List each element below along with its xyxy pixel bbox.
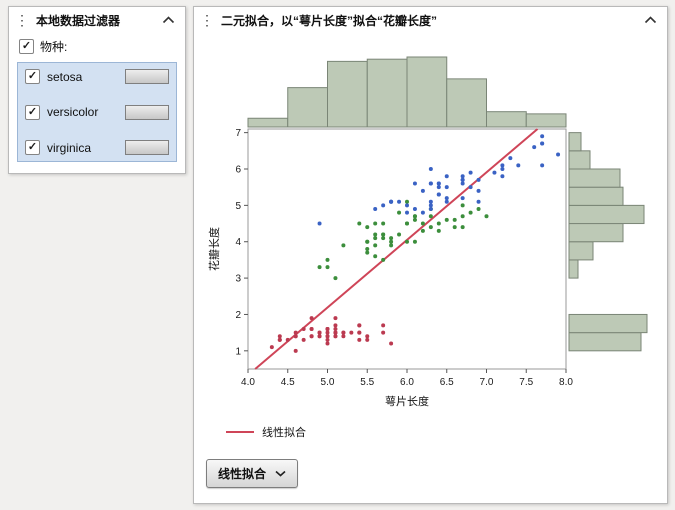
report-panel-header: ⋮ 二元拟合，以“萼片长度”拟合“花瓣长度” [194, 7, 667, 33]
species-count-bar [125, 69, 169, 84]
chevron-up-icon[interactable] [154, 16, 175, 24]
bivariate-fit-panel: ⋮ 二元拟合，以“萼片长度”拟合“花瓣长度” 4.0 4.5 5.0 5.5 6.0 6.… [193, 6, 668, 504]
svg-text:7: 7 [235, 128, 241, 139]
svg-text:6: 6 [235, 165, 241, 176]
svg-text:5.5: 5.5 [360, 377, 374, 388]
species-count-bar [125, 104, 169, 120]
species-filter-box: setosa versicolor virginica [17, 62, 177, 162]
species-checkbox[interactable] [25, 104, 40, 120]
species-checkbox[interactable] [25, 69, 40, 84]
svg-text:萼片长度: 萼片长度 [385, 394, 429, 408]
panel-menu-icon[interactable]: ⋮ [200, 12, 214, 28]
svg-text:4.5: 4.5 [281, 377, 295, 388]
svg-text:1: 1 [235, 346, 241, 357]
chevron-up-icon[interactable] [636, 16, 657, 24]
report-panel-title: 二元拟合，以“萼片长度”拟合“花瓣长度” [221, 13, 438, 28]
local-data-filter-panel: ⋮ 本地数据过滤器 物种: setosa versicolor virginic… [8, 6, 186, 174]
bivariate-plot[interactable]: 4.0 4.5 5.0 5.5 6.0 6.5 7.0 7.5 8.0 1 2 3 4 5 6 7 萼片长度 花瓣… [194, 33, 667, 445]
svg-text:6.5: 6.5 [440, 377, 454, 388]
species-field-row: 物种: [9, 33, 185, 58]
species-row-versicolor[interactable]: versicolor [25, 104, 169, 120]
species-label: versicolor [47, 105, 99, 119]
species-checkbox[interactable] [25, 140, 40, 155]
svg-text:花瓣长度: 花瓣长度 [207, 227, 221, 271]
svg-text:8.0: 8.0 [559, 377, 573, 388]
svg-text:7.5: 7.5 [519, 377, 533, 388]
chevron-down-icon [275, 470, 286, 477]
panel-menu-icon[interactable]: ⋮ [15, 12, 29, 28]
linear-fit-dropdown-button[interactable]: 线性拟合 [206, 459, 299, 488]
filter-panel-title: 本地数据过滤器 [36, 13, 121, 28]
species-field-label: 物种: [40, 40, 68, 54]
svg-text:4.0: 4.0 [241, 377, 255, 388]
species-row-virginica[interactable]: virginica [25, 140, 169, 155]
svg-text:5: 5 [235, 201, 241, 212]
svg-text:7.0: 7.0 [480, 377, 494, 388]
species-select-all-checkbox[interactable] [19, 39, 34, 54]
svg-text:6.0: 6.0 [400, 377, 414, 388]
svg-text:线性拟合: 线性拟合 [262, 425, 306, 439]
linear-fit-button-label: 线性拟合 [218, 467, 267, 481]
svg-text:4: 4 [235, 237, 241, 248]
species-label: virginica [47, 140, 92, 155]
species-count-bar [125, 140, 169, 155]
svg-text:2: 2 [235, 310, 241, 321]
species-label: setosa [47, 69, 83, 84]
svg-text:5.0: 5.0 [321, 377, 335, 388]
filter-panel-header: ⋮ 本地数据过滤器 [9, 7, 185, 33]
svg-text:3: 3 [235, 274, 241, 285]
species-row-setosa[interactable]: setosa [25, 69, 169, 84]
